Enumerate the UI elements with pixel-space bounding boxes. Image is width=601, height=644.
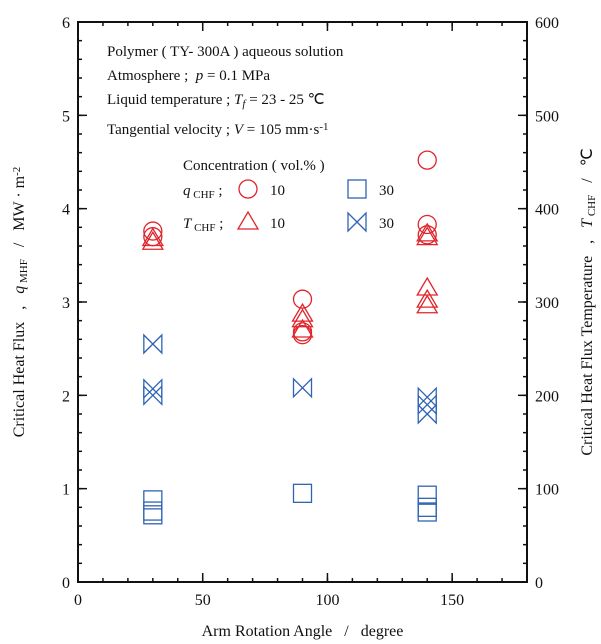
text-segment: CHF: [191, 189, 215, 201]
y-axis-label: Critical Heat Flux , q MHF / MW · m-2: [11, 167, 30, 438]
y-tick-label: 2: [62, 388, 70, 405]
circle-marker: [417, 214, 437, 235]
annotation: Polymer ( TY- 300A ) aqueous solution: [107, 44, 344, 60]
legend-label: 30: [379, 183, 394, 199]
y-tick-label: 5: [62, 108, 70, 125]
triangle-marker: [291, 308, 314, 328]
text-segment: q: [183, 183, 191, 199]
text-segment: Liquid temperature ;: [107, 92, 234, 108]
text-segment: Tangential velocity ;: [107, 122, 234, 138]
text-segment: Critical Heat Flux ,: [11, 294, 28, 438]
annotation: Atmosphere ; p = 0.1 MPa: [107, 68, 270, 84]
triangle-marker: [141, 227, 164, 247]
square-marker: [292, 483, 313, 503]
triangle-marker: [416, 294, 439, 314]
circle-marker: [292, 289, 313, 309]
text-segment: ;: [215, 183, 223, 199]
text-segment: T: [234, 92, 244, 108]
text-segment: / ℃: [579, 148, 596, 194]
text-segment: T: [579, 218, 596, 228]
y-tick-label: 0: [62, 575, 70, 592]
triangle-marker: [416, 226, 439, 246]
y2-axis-label: Critical Heat Flux Temperature , T CHF /…: [579, 148, 598, 455]
legend-row-label: T CHF ;: [183, 216, 223, 234]
triangle-marker: [291, 302, 314, 322]
y2-tick-label: 300: [535, 295, 559, 312]
text-segment: Atmosphere ;: [107, 68, 196, 84]
bowtie-marker: [143, 333, 163, 355]
square-marker: [417, 497, 437, 517]
text-segment: CHF: [191, 222, 215, 234]
annotation: Liquid temperature ; Tf = 23 - 25 ℃: [107, 92, 325, 110]
y2-tick-label: 600: [535, 15, 559, 32]
x-axis-label: Arm Rotation Angle / degree: [202, 623, 404, 640]
legend-marker: [238, 179, 258, 199]
text-segment: q: [11, 286, 28, 294]
square-marker: [143, 490, 163, 510]
y-tick-label: 4: [62, 202, 70, 219]
text-segment: MHF: [18, 259, 30, 286]
annotation: Tangential velocity ; V = 105 mm·s-1: [107, 121, 329, 138]
text-segment: / MW · m: [11, 175, 28, 259]
square-marker: [417, 485, 437, 505]
text-segment: V: [234, 122, 245, 138]
text-segment: f: [242, 98, 247, 110]
square-marker: [143, 501, 163, 521]
bowtie-marker: [143, 384, 163, 406]
circle-marker: [417, 225, 437, 245]
y-tick-label: 6: [62, 15, 70, 32]
legend-label: 10: [270, 216, 285, 232]
triangle-marker: [416, 288, 439, 308]
bowtie-marker: [292, 377, 313, 399]
legend-label: 30: [379, 216, 394, 232]
text-segment: = 105 mm·s: [243, 122, 320, 138]
bowtie-marker: [417, 394, 437, 416]
x-tick-label: 0: [74, 592, 82, 609]
bowtie-marker: [417, 386, 437, 408]
text-segment: Critical Heat Flux Temperature ,: [579, 228, 596, 456]
text-segment: p: [195, 68, 204, 84]
legend-title: Concentration ( vol.% ): [183, 158, 325, 174]
text-segment: Polymer ( TY- 300A ) aqueous solution: [107, 44, 344, 60]
text-segment: = 23 - 25 ℃: [245, 92, 324, 108]
square-marker: [143, 505, 163, 525]
x-tick-label: 150: [440, 592, 464, 609]
y2-tick-label: 400: [535, 202, 559, 219]
text-segment: -2: [11, 167, 23, 176]
legend-marker: [347, 211, 367, 233]
x-tick-label: 100: [315, 592, 339, 609]
triangle-marker: [416, 276, 439, 296]
bowtie-marker: [417, 403, 437, 425]
text-segment: Arm Rotation Angle / degree: [202, 623, 404, 640]
y2-tick-label: 200: [535, 388, 559, 405]
text-segment: = 0.1 MPa: [203, 68, 270, 84]
legend-marker: [347, 179, 367, 199]
legend-row-label: q CHF ;: [183, 183, 223, 201]
text-segment: T: [183, 216, 193, 232]
triangle-marker: [291, 318, 314, 338]
square-marker: [417, 502, 437, 522]
y-tick-label: 1: [62, 482, 70, 499]
x-tick-label: 50: [195, 592, 211, 609]
triangle-marker: [141, 230, 164, 250]
text-segment: CHF: [586, 195, 598, 219]
circle-marker: [143, 221, 163, 241]
text-segment: -1: [319, 121, 328, 133]
y2-tick-label: 0: [535, 575, 543, 592]
circle-marker: [417, 150, 437, 170]
legend-marker: [236, 210, 260, 230]
y2-tick-label: 500: [535, 108, 559, 125]
text-segment: ;: [216, 216, 224, 232]
legend-label: 10: [270, 183, 285, 199]
y-tick-label: 3: [62, 295, 70, 312]
y2-tick-label: 100: [535, 482, 559, 499]
triangle-marker: [416, 222, 439, 242]
